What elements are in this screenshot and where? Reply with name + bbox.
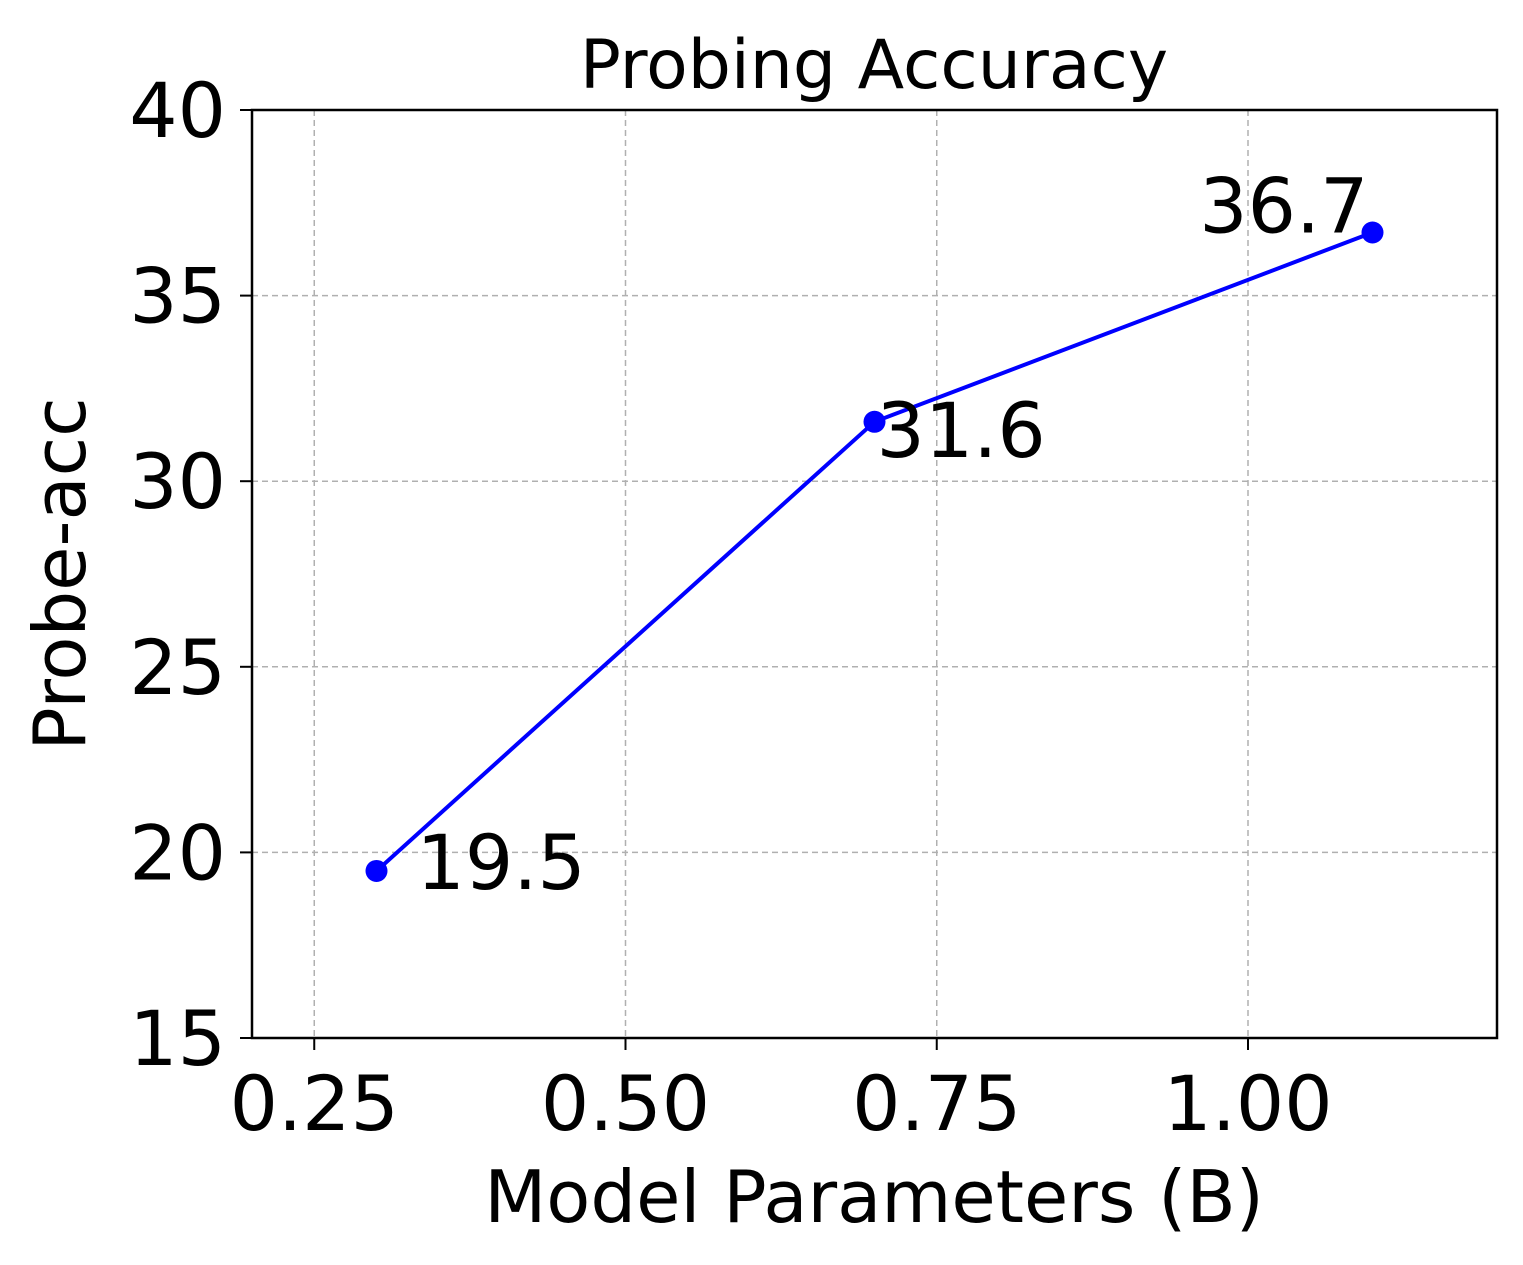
x-tick-label: 0.50 <box>541 1059 710 1148</box>
y-tick-label: 35 <box>129 252 226 341</box>
plot-area-frame <box>250 108 1499 1040</box>
y-tick-label: 40 <box>129 66 226 155</box>
x-axis-title: Model Parameters (B) <box>484 1155 1264 1239</box>
y-axis-title: Probe-acc <box>18 397 102 751</box>
series-layer <box>365 221 1384 882</box>
data-point <box>1361 221 1384 244</box>
x-tick-label: 1.00 <box>1163 1059 1332 1148</box>
y-tick-label: 15 <box>129 994 226 1083</box>
data-label: 31.6 <box>877 386 1046 475</box>
x-axis-ticks: 0.25 0.50 0.75 1.00 <box>230 1038 1333 1148</box>
y-axis-ticks: 15 20 25 30 35 40 <box>129 66 252 1083</box>
data-point <box>365 859 388 882</box>
x-tick-label: 0.75 <box>852 1059 1021 1148</box>
series-line <box>375 230 1374 873</box>
chart-title: Probing Accuracy <box>580 26 1168 105</box>
x-tick-label: 0.25 <box>230 1059 399 1148</box>
y-tick-label: 25 <box>129 623 226 712</box>
data-labels: 19.5 31.6 36.7 <box>417 161 1369 906</box>
y-tick-label: 30 <box>129 437 226 526</box>
y-tick-label: 20 <box>129 808 226 897</box>
data-point <box>863 410 886 433</box>
data-label: 36.7 <box>1199 161 1368 250</box>
grid <box>252 110 1497 1038</box>
data-label: 19.5 <box>417 818 586 907</box>
